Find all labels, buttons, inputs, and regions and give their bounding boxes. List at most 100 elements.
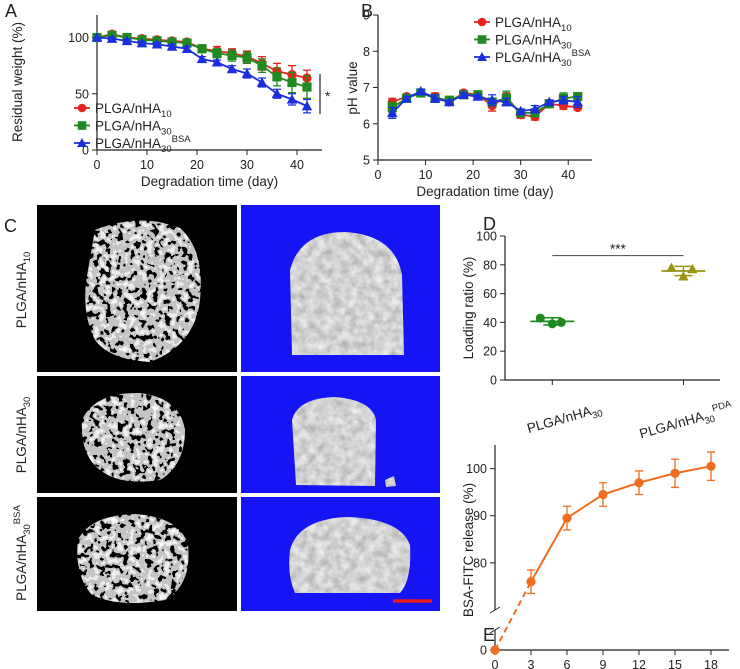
data-point [151, 38, 163, 49]
data-point [181, 43, 193, 53]
data-point [302, 82, 312, 92]
label-text: PLGA/nHA [95, 101, 161, 116]
label-subscript: 30 [22, 397, 33, 408]
x-tick-label: 0 [375, 168, 382, 182]
data-point [197, 44, 207, 54]
data-point [501, 96, 512, 107]
x-tick-label: 3 [528, 658, 535, 669]
label-superscript: BSA [172, 134, 192, 145]
data-point [572, 96, 584, 107]
data-point [562, 513, 572, 523]
data-point [556, 317, 566, 327]
axis-break [489, 606, 501, 614]
scaffold-3d [290, 232, 404, 355]
label-text: PLGA/nHA [14, 262, 29, 328]
data-point [272, 72, 282, 82]
y-tick-label: 20 [483, 345, 497, 359]
label-text: PLGA/nHA [638, 409, 706, 442]
y-tick-label: 50 [75, 87, 89, 101]
panel-letter: E [483, 625, 495, 645]
data-point [182, 38, 192, 48]
x-tick-label: 30 [514, 168, 528, 182]
data-point [287, 77, 297, 88]
label-text: PLGA/nHA [95, 119, 161, 134]
legend-label: PLGA/nHA30BSA [495, 48, 591, 69]
scaffold-slice [81, 392, 185, 482]
data-point [241, 68, 253, 78]
image-tiles [37, 205, 440, 611]
x-tick-label: 15 [668, 658, 682, 669]
label-superscript: PDA [711, 398, 733, 414]
y-axis-label: Loading ratio (%) [461, 257, 476, 360]
data-point [687, 263, 698, 274]
data-point [670, 468, 680, 478]
row-label: PLGA/nHA30BSA [12, 505, 33, 601]
panel-letter: B [361, 1, 373, 21]
x-tick-label: 6 [564, 658, 571, 669]
y-tick-label: 0 [490, 374, 497, 388]
data-point [634, 478, 644, 488]
label-subscript: 30 [561, 58, 572, 69]
data-point [91, 32, 103, 42]
scaffold-3d [289, 517, 411, 593]
significance-label: *** [610, 242, 627, 257]
label-subscript: 30 [161, 144, 172, 155]
y-tick-label: 80 [473, 556, 487, 570]
label-subscript: 30 [703, 414, 716, 427]
data-point [227, 50, 237, 61]
data-point [256, 77, 268, 87]
y-axis-label: pH value [345, 61, 360, 114]
y-tick-label: 60 [483, 287, 497, 301]
data-point [444, 96, 455, 107]
legend-marker [477, 52, 487, 61]
legend-label: PLGA/nHA10 [95, 101, 172, 120]
y-axis-label: BSA-FITC release (%) [461, 483, 476, 617]
data-point [401, 93, 412, 103]
y-tick-label: 9 [363, 9, 370, 23]
x-tick-label: 40 [290, 158, 304, 172]
legend-marker [77, 121, 87, 130]
y-tick-label: 5 [363, 154, 370, 168]
y-tick-label: 6 [363, 117, 370, 131]
data-point [301, 100, 313, 111]
y-tick-label: 0 [82, 144, 89, 158]
data-point [212, 48, 222, 58]
x-tick-label: 10 [419, 168, 433, 182]
legend-marker [77, 103, 87, 113]
label-subscript: 30 [161, 127, 172, 138]
data-point [515, 105, 526, 116]
data-point [706, 461, 716, 471]
data-point [286, 94, 298, 104]
label-text: PLGA/nHA [95, 136, 161, 151]
data-point [598, 489, 608, 500]
label-subscript: 10 [22, 252, 33, 263]
y-tick-label: 7 [363, 81, 370, 95]
label-subscript: 10 [161, 109, 172, 120]
label-text: PLGA/nHA [495, 33, 561, 48]
row-label: PLGA/nHA10 [14, 252, 33, 329]
series-line [530, 465, 712, 583]
data-point [458, 89, 469, 99]
scaffold-slice [85, 220, 201, 362]
data-point [666, 262, 677, 272]
legend-marker [477, 17, 487, 27]
data-point [472, 91, 484, 101]
x-axis-label: Degradation time (day) [416, 184, 553, 199]
x-tick-label: 40 [561, 168, 575, 182]
y-tick-label: 100 [476, 230, 497, 244]
x-tick-label: PLGA/nHA30PDA [637, 398, 736, 445]
data-point [136, 37, 148, 48]
data-point [543, 96, 555, 107]
data-point [271, 88, 283, 98]
label-text: PLGA/nHA [525, 403, 593, 436]
label-text: PLGA/nHA [14, 535, 29, 601]
data-point [486, 94, 498, 105]
y-tick-label: 100 [68, 31, 89, 45]
x-tick-label: 30 [240, 158, 254, 172]
data-point [678, 271, 689, 281]
label-subscript: 30 [561, 41, 572, 52]
data-point [415, 85, 427, 96]
legend-label: PLGA/nHA10 [495, 15, 572, 34]
data-point [257, 61, 267, 71]
x-tick-label: 20 [190, 158, 204, 172]
